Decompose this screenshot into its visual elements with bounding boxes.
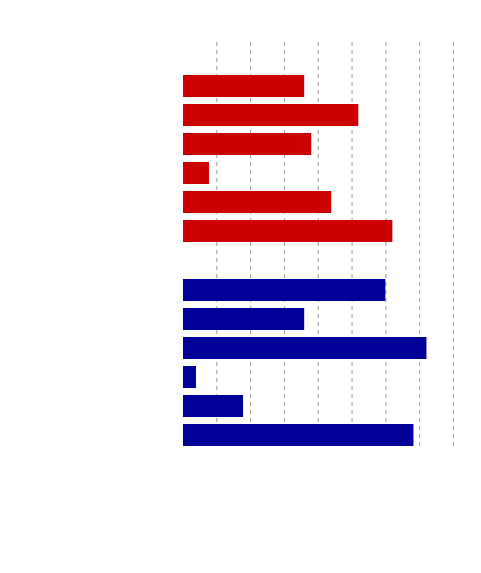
bar-group-1-4 — [183, 162, 209, 184]
bar-group-2-4 — [183, 366, 196, 388]
bar-group-1-6 — [183, 220, 393, 242]
bar-group-2-5 — [183, 395, 244, 417]
bar-group-2-6 — [183, 424, 414, 446]
bar-group-2-1 — [183, 279, 386, 301]
bar-group-2-3 — [183, 337, 427, 359]
bar-group-1-3 — [183, 133, 312, 155]
bar-group-1-5 — [183, 191, 332, 213]
bar-group-1-2 — [183, 104, 359, 126]
bar-group-1-1 — [183, 75, 305, 97]
bars — [183, 75, 427, 446]
bar-group-2-2 — [183, 308, 305, 330]
